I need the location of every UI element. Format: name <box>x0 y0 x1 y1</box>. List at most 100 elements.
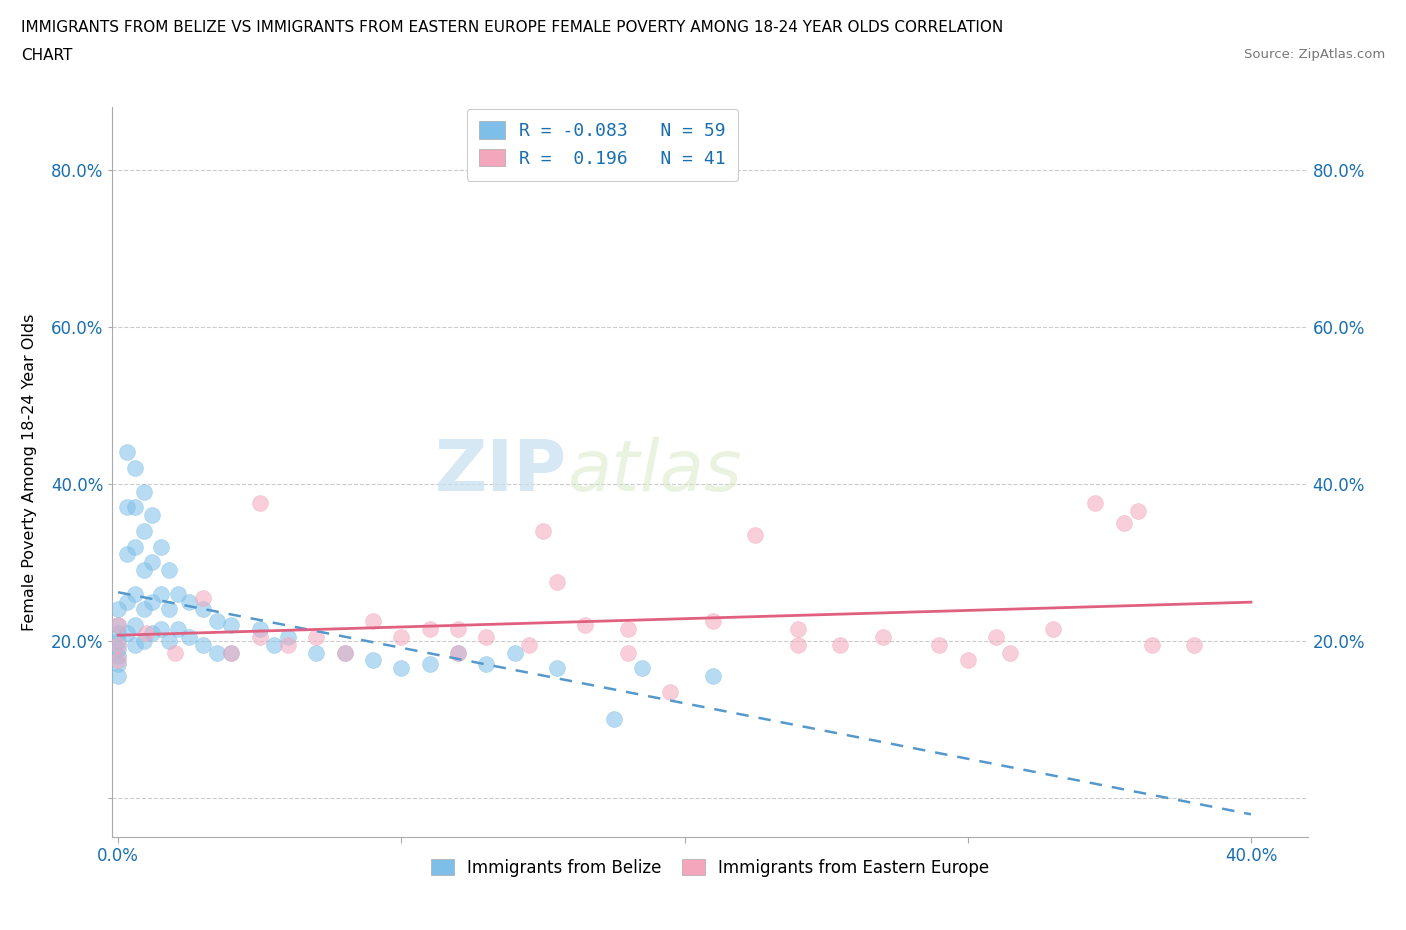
Point <box>141 626 163 641</box>
Point <box>124 637 146 652</box>
Point <box>447 645 470 660</box>
Point <box>702 614 724 629</box>
Point <box>617 645 640 660</box>
Text: IMMIGRANTS FROM BELIZE VS IMMIGRANTS FROM EASTERN EUROPE FEMALE POVERTY AMONG 18: IMMIGRANTS FROM BELIZE VS IMMIGRANTS FRO… <box>21 20 1004 35</box>
Point <box>305 630 328 644</box>
Point <box>361 653 384 668</box>
Point <box>141 508 163 523</box>
Point <box>157 602 180 617</box>
Point <box>115 499 138 514</box>
Point <box>659 684 682 699</box>
Point <box>419 657 441 671</box>
Point <box>956 653 979 668</box>
Point <box>517 637 540 652</box>
Point <box>107 602 129 617</box>
Text: Source: ZipAtlas.com: Source: ZipAtlas.com <box>1244 48 1385 61</box>
Legend: Immigrants from Belize, Immigrants from Eastern Europe: Immigrants from Belize, Immigrants from … <box>425 852 995 883</box>
Point <box>546 661 568 676</box>
Point <box>1042 621 1064 636</box>
Point <box>447 621 470 636</box>
Point <box>249 630 271 644</box>
Point <box>333 645 356 660</box>
Point <box>124 618 146 632</box>
Point <box>546 575 568 590</box>
Point <box>132 633 155 648</box>
Point <box>786 637 808 652</box>
Point <box>157 563 180 578</box>
Point <box>157 633 180 648</box>
Point <box>249 621 271 636</box>
Point <box>361 614 384 629</box>
Point <box>124 460 146 475</box>
Point <box>107 633 129 648</box>
Text: atlas: atlas <box>567 437 741 507</box>
Point <box>207 645 229 660</box>
Point <box>177 594 200 609</box>
Point <box>141 594 163 609</box>
Point <box>207 614 229 629</box>
Point <box>115 547 138 562</box>
Point <box>475 657 498 671</box>
Point <box>475 630 498 644</box>
Point <box>115 594 138 609</box>
Point <box>603 711 626 726</box>
Point <box>163 645 186 660</box>
Point <box>631 661 654 676</box>
Point <box>984 630 1007 644</box>
Point <box>531 524 554 538</box>
Point <box>277 630 299 644</box>
Point <box>389 661 412 676</box>
Point <box>928 637 950 652</box>
Point <box>166 586 188 601</box>
Point <box>503 645 526 660</box>
Point <box>744 527 766 542</box>
Point <box>1112 515 1135 530</box>
Point <box>221 618 243 632</box>
Point <box>263 637 285 652</box>
Point <box>135 626 157 641</box>
Point <box>124 586 146 601</box>
Text: ZIP: ZIP <box>434 437 567 507</box>
Point <box>124 539 146 554</box>
Point <box>191 637 214 652</box>
Point <box>141 555 163 570</box>
Point <box>132 485 155 499</box>
Point <box>333 645 356 660</box>
Point <box>149 539 172 554</box>
Point <box>115 445 138 459</box>
Point <box>107 653 129 668</box>
Point <box>107 626 129 641</box>
Point <box>107 618 129 632</box>
Point <box>107 657 129 671</box>
Point <box>149 621 172 636</box>
Point <box>107 618 129 632</box>
Point <box>249 496 271 511</box>
Point <box>107 641 129 656</box>
Point <box>419 621 441 636</box>
Point <box>115 626 138 641</box>
Point <box>305 645 328 660</box>
Point <box>166 621 188 636</box>
Y-axis label: Female Poverty Among 18-24 Year Olds: Female Poverty Among 18-24 Year Olds <box>22 313 37 631</box>
Point <box>830 637 852 652</box>
Point <box>191 591 214 605</box>
Point <box>1126 504 1149 519</box>
Point <box>149 586 172 601</box>
Point <box>191 602 214 617</box>
Point <box>389 630 412 644</box>
Point <box>872 630 894 644</box>
Point <box>221 645 243 660</box>
Point <box>786 621 808 636</box>
Point <box>124 499 146 514</box>
Point <box>277 637 299 652</box>
Text: CHART: CHART <box>21 48 73 63</box>
Point <box>702 669 724 684</box>
Point <box>107 649 129 664</box>
Point <box>177 630 200 644</box>
Point <box>574 618 596 632</box>
Point <box>1182 637 1205 652</box>
Point <box>221 645 243 660</box>
Point <box>617 621 640 636</box>
Point <box>1000 645 1022 660</box>
Point <box>1084 496 1107 511</box>
